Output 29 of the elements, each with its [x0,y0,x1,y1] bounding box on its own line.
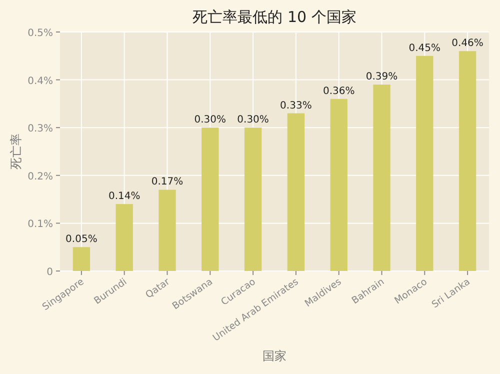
bar [373,84,390,271]
y-axis-title: 死亡率 [9,134,23,170]
y-tick-label: 0.5% [28,28,53,39]
bar [287,113,305,271]
data-label: 0.33% [280,100,312,112]
y-tick-label: 0.3% [28,124,53,135]
data-label: 0.30% [194,114,226,126]
y-tick-label: 0.1% [28,219,53,230]
data-label: 0.39% [366,72,398,83]
y-tick-label: 0.2% [28,171,53,182]
bar [330,98,348,271]
data-label: 0.45% [408,42,441,54]
x-axis-title: 国家 [262,349,286,363]
bar [416,56,434,271]
data-label: 0.14% [108,191,140,202]
y-tick-label: 0.4% [28,76,53,87]
y-tick-label: 0 [46,267,53,278]
bar [458,51,476,271]
bar [72,247,90,271]
data-label: 0.36% [322,86,355,97]
data-label: 0.46% [452,38,484,50]
chart-title: 死亡率最低的 10 个国家 [192,8,356,26]
data-label: 0.17% [151,176,184,188]
bar [158,190,176,271]
data-label: 0.30% [237,114,269,126]
bar [116,204,133,271]
bar [244,128,262,271]
data-label: 0.05% [66,234,98,246]
bar [202,128,219,271]
